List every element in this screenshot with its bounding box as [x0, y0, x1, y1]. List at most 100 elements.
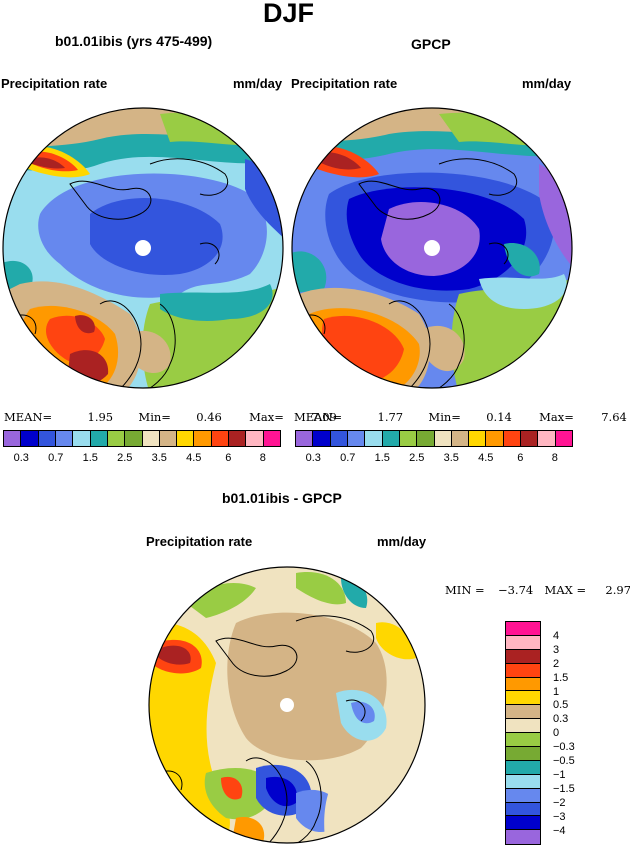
diff-stats: MIN = −3.74 MAX = 2.97: [445, 583, 630, 597]
right-polar-map: [291, 107, 573, 389]
colorbar-swatch: [38, 431, 56, 446]
colorbar-tick-label: 0.3: [13, 452, 29, 464]
colorbar-tick-label: −3: [553, 810, 566, 823]
colorbar-swatch: [246, 431, 264, 446]
colorbar-tick-label: 2.5: [117, 452, 133, 464]
colorbar-tick-label: 4.5: [478, 452, 494, 464]
colorbar-tick-label: −0.3: [553, 741, 575, 754]
colorbar-tick-label: 8: [259, 452, 266, 464]
colorbar-swatch: [347, 431, 366, 446]
colorbar-swatch: [399, 431, 418, 446]
colorbar-swatch: [538, 431, 556, 446]
colorbar-swatch: [330, 431, 348, 446]
colorbar-swatch: [211, 431, 230, 446]
colorbar-swatch: [417, 431, 435, 446]
diff-max-value: 2.97: [605, 583, 630, 597]
right-mean-label: MEAN=: [294, 410, 343, 424]
right-max-value: 7.64: [601, 410, 627, 424]
colorbar-tick-label: 0.7: [340, 452, 356, 464]
colorbar-swatch: [73, 431, 91, 446]
colorbar-tick-label: 0.7: [48, 452, 64, 464]
right-stats: MEAN= 1.77 Min= 0.14 Max= 7.64: [294, 410, 627, 424]
colorbar-swatch: [506, 733, 540, 748]
left-max-value: 7.09: [311, 410, 337, 424]
colorbar-tick-label: 1.5: [82, 452, 98, 464]
colorbar-swatch: [506, 747, 540, 761]
colorbar-swatch: [194, 431, 212, 446]
colorbar-tick-label: 1.5: [553, 671, 569, 684]
right-colorbar: [295, 430, 573, 447]
colorbar-swatch: [263, 431, 280, 446]
left-units-label: mm/day: [233, 76, 283, 91]
colorbar-swatch: [506, 691, 540, 706]
diff-var-label: Precipitation rate: [146, 534, 253, 549]
colorbar-swatch: [506, 830, 540, 845]
diff-panel-title: b01.01ibis - GPCP: [222, 490, 342, 506]
colorbar-swatch: [142, 431, 160, 446]
left-panel-title: b01.01ibis (yrs 475-499): [55, 33, 213, 49]
colorbar-swatch: [486, 431, 504, 446]
colorbar-swatch: [125, 431, 143, 446]
colorbar-swatch: [21, 431, 39, 446]
colorbar-swatch: [434, 431, 452, 446]
colorbar-swatch: [503, 431, 522, 446]
diff-units-label: mm/day: [377, 534, 427, 549]
colorbar-swatch: [506, 677, 540, 692]
colorbar-swatch: [159, 431, 178, 446]
right-units-label: mm/day: [522, 76, 572, 91]
season-title: DJF: [263, 0, 315, 28]
colorbar-tick-label: 4: [553, 629, 560, 642]
colorbar-swatch: [506, 649, 540, 664]
right-mean-value: 1.77: [377, 410, 404, 424]
left-stats: MEAN= 1.95 Min= 0.46 Max= 7.09: [4, 410, 337, 424]
colorbar-swatch: [555, 431, 572, 446]
colorbar-swatch: [382, 431, 400, 446]
colorbar-swatch: [506, 816, 540, 831]
colorbar-tick-label: 1.5: [374, 452, 390, 464]
colorbar-tick-label: −1: [553, 768, 566, 781]
colorbar-swatch: [177, 431, 195, 446]
left-mean-value: 1.95: [87, 410, 114, 424]
left-min-value: 0.46: [196, 410, 222, 424]
colorbar-tick-label: 8: [551, 452, 558, 464]
colorbar-tick-label: 4.5: [186, 452, 202, 464]
colorbar-swatch: [506, 774, 540, 789]
colorbar-swatch: [506, 622, 540, 636]
left-var-label: Precipitation rate: [1, 76, 108, 91]
colorbar-tick-label: −2: [553, 796, 566, 809]
diff-colorbar: [505, 621, 541, 846]
colorbar-swatch: [229, 431, 247, 446]
colorbar-swatch: [506, 788, 540, 803]
colorbar-swatch: [521, 431, 539, 446]
colorbar-swatch: [107, 431, 126, 446]
colorbar-swatch: [469, 431, 487, 446]
colorbar-tick-label: 3: [553, 643, 560, 656]
colorbar-swatch: [506, 635, 540, 650]
right-var-label: Precipitation rate: [291, 76, 398, 91]
colorbar-swatch: [365, 431, 383, 446]
colorbar-tick-label: 2: [553, 657, 560, 670]
colorbar-tick-label: 0.3: [305, 452, 321, 464]
colorbar-tick-label: 3.5: [443, 452, 459, 464]
diff-polar-map: [148, 566, 426, 844]
right-panel-title: GPCP: [411, 36, 451, 52]
right-min-value: 0.14: [486, 410, 512, 424]
diff-max-label: MAX =: [544, 583, 587, 597]
colorbar-tick-label: 6: [517, 452, 524, 464]
colorbar-tick-label: 1: [553, 685, 560, 698]
colorbar-swatch: [296, 431, 314, 446]
colorbar-tick-label: 6: [225, 452, 232, 464]
colorbar-swatch: [55, 431, 74, 446]
diff-min-value: −3.74: [497, 583, 534, 597]
diff-min-label: MIN =: [445, 583, 485, 597]
left-polar-map: [2, 107, 284, 389]
right-min-label: Min=: [428, 410, 461, 424]
left-mean-label: MEAN=: [4, 410, 53, 424]
left-max-label: Max=: [249, 410, 284, 424]
colorbar-tick-label: 0: [553, 727, 560, 740]
colorbar-swatch: [506, 760, 540, 775]
colorbar-tick-label: 2.5: [409, 452, 425, 464]
left-colorbar: [3, 430, 281, 447]
colorbar-swatch: [451, 431, 470, 446]
colorbar-tick-label: 3.5: [151, 452, 167, 464]
